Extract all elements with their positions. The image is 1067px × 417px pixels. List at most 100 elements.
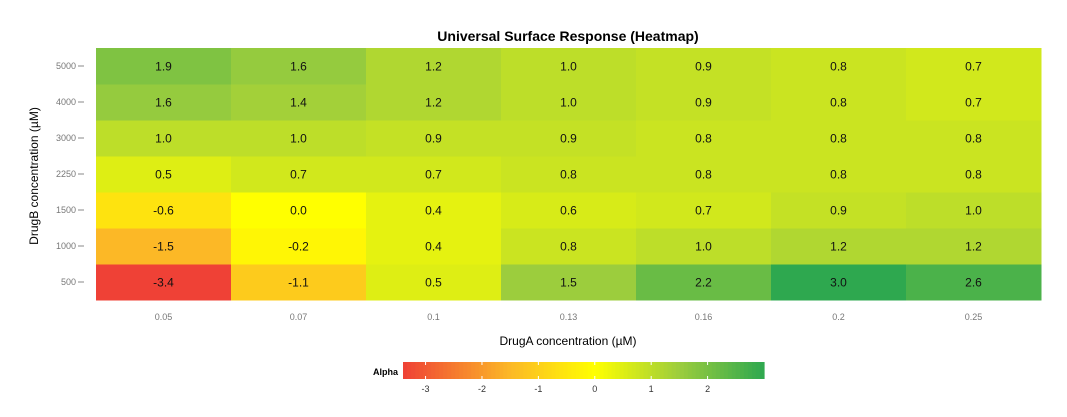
legend-gradient-segment	[603, 362, 609, 379]
legend-gradient-segment	[671, 362, 677, 379]
cell-value-label: 0.7	[965, 60, 982, 74]
legend-tick-label: -2	[478, 384, 486, 394]
heatmap-cell	[636, 48, 772, 85]
y-tick-label: 3000	[56, 133, 76, 143]
heatmap-cell	[771, 48, 907, 85]
heatmap-cell	[96, 48, 232, 85]
cell-value-label: 1.0	[965, 204, 982, 218]
heatmap-cell	[771, 192, 907, 229]
cell-value-label: 1.2	[830, 240, 847, 254]
legend-gradient-segment	[443, 362, 448, 379]
x-axis-ticks: 0.05 0.07 0.1 0.13 0.16 0.2 0.25	[155, 312, 983, 322]
legend-gradient-segment	[547, 362, 553, 379]
legend-gradient-segment	[459, 362, 464, 379]
heatmap-cell	[231, 84, 367, 121]
heatmap-cell	[771, 120, 907, 157]
legend-gradient-segment	[575, 362, 581, 379]
legend-gradient-segment	[447, 362, 452, 379]
legend-gradient-segment	[467, 362, 472, 379]
legend-gradient-segment	[651, 362, 657, 379]
legend-gradient-segment	[663, 362, 669, 379]
heatmap-cell	[96, 228, 232, 265]
heatmap-cell	[636, 120, 772, 157]
heatmap-cell	[501, 264, 637, 301]
chart-title: Universal Surface Response (Heatmap)	[437, 28, 698, 44]
legend-gradient-segment	[479, 362, 484, 379]
heatmap-cells: -3.4 -1.1 0.5 1.5 2.2 3.0 2.6 -1.5 -0.2 0.4 0.8 1.0…	[96, 48, 1042, 301]
legend-gradient-segment	[495, 362, 500, 379]
cell-value-label: 0.5	[155, 168, 172, 182]
legend-gradient-segment	[571, 362, 577, 379]
cell-value-label: 0.5	[425, 276, 442, 290]
cell-value-label: 1.9	[155, 60, 172, 74]
heatmap-cell	[771, 228, 907, 265]
heatmap-cell	[771, 84, 907, 121]
cell-value-label: 0.7	[425, 168, 442, 182]
cell-value-label: 0.8	[965, 132, 982, 146]
legend-gradient-segment	[639, 362, 645, 379]
heatmap-cell	[636, 84, 772, 121]
legend-tick-label: -1	[534, 384, 542, 394]
heatmap-cell	[501, 192, 637, 229]
cell-value-label: 1.0	[695, 240, 712, 254]
legend-gradient-segment	[591, 362, 597, 379]
legend-tick-label: 2	[705, 384, 710, 394]
legend-gradient-segment	[535, 362, 540, 379]
legend-gradient-segment	[747, 362, 753, 379]
legend-gradient-segment	[683, 362, 689, 379]
legend-tick-label: -3	[422, 384, 430, 394]
legend-gradient-segment	[675, 362, 681, 379]
legend-tick-label: 1	[649, 384, 654, 394]
legend-gradient-segment	[579, 362, 585, 379]
cell-value-label: 0.4	[425, 204, 442, 218]
legend-gradient-segment	[687, 362, 693, 379]
cell-value-label: 3.0	[830, 276, 847, 290]
legend-gradient-segment	[707, 362, 713, 379]
heatmap-cell	[906, 84, 1042, 121]
x-tick-label: 0.13	[560, 312, 578, 322]
legend-gradient-segment	[407, 362, 412, 379]
legend-gradient-segment	[647, 362, 653, 379]
legend-gradient-segment	[659, 362, 665, 379]
legend-gradient-segment	[531, 362, 536, 379]
heatmap-cell	[96, 156, 232, 193]
legend-gradient-segment	[503, 362, 508, 379]
cell-value-label: 0.9	[695, 96, 712, 110]
cell-value-label: 0.9	[830, 204, 847, 218]
heatmap-cell	[231, 228, 367, 265]
legend-gradient-segment	[735, 362, 741, 379]
legend-gradient-segment	[511, 362, 516, 379]
x-tick-label: 0.07	[290, 312, 308, 322]
cell-value-label: 0.7	[965, 96, 982, 110]
legend-gradient-segment	[723, 362, 729, 379]
legend-gradient-segment	[655, 362, 661, 379]
cell-value-label: 1.0	[560, 96, 577, 110]
legend-gradient-segment	[743, 362, 749, 379]
legend-gradient-segment	[695, 362, 701, 379]
legend-gradient-segment	[611, 362, 617, 379]
cell-value-label: 0.9	[425, 132, 442, 146]
cell-value-label: 0.7	[290, 168, 307, 182]
heatmap-cell	[231, 264, 367, 301]
x-tick-label: 0.25	[965, 312, 983, 322]
cell-value-label: -1.5	[153, 240, 174, 254]
cell-value-label: -0.2	[288, 240, 309, 254]
cell-value-label: 0.8	[830, 168, 847, 182]
legend-gradient-segment	[551, 362, 557, 379]
y-tick-label: 4000	[56, 97, 76, 107]
legend-gradient-segment	[527, 362, 532, 379]
heatmap-cell	[366, 192, 502, 229]
cell-value-label: 0.8	[695, 168, 712, 182]
cell-value-label: 1.5	[560, 276, 577, 290]
y-tick-label: 500	[61, 277, 76, 287]
legend-gradient-segment	[619, 362, 625, 379]
x-tick-label: 0.16	[695, 312, 713, 322]
cell-value-label: 1.6	[155, 96, 172, 110]
heatmap-cell	[96, 264, 232, 301]
legend-gradient-segment	[627, 362, 633, 379]
legend-gradient-segment	[491, 362, 496, 379]
legend-gradient-segment	[719, 362, 725, 379]
heatmap-cell	[96, 120, 232, 157]
y-tick-label: 1000	[56, 241, 76, 251]
